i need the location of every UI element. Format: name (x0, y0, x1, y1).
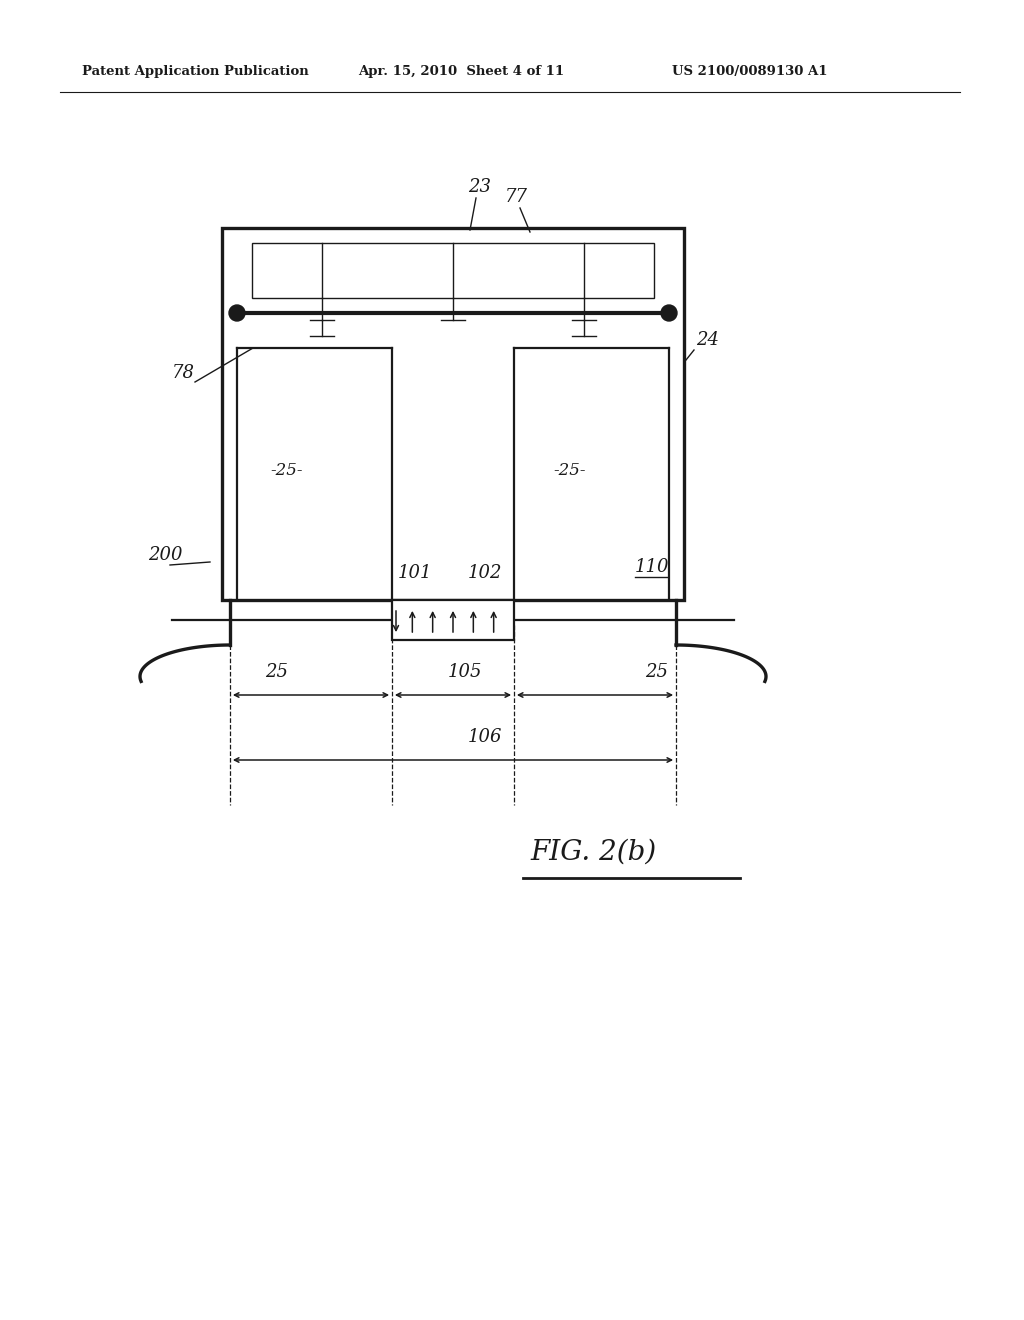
Text: 110: 110 (635, 558, 670, 576)
Bar (222, 228, 684, 601)
Bar (252, 243, 654, 298)
Circle shape (662, 305, 677, 321)
Bar (392, 601, 514, 640)
Text: FIG. 2(b): FIG. 2(b) (530, 840, 656, 866)
Text: 200: 200 (148, 546, 182, 564)
Text: 106: 106 (468, 729, 503, 746)
Text: -25-: -25- (553, 462, 586, 479)
Text: 24: 24 (696, 331, 719, 348)
Text: Apr. 15, 2010  Sheet 4 of 11: Apr. 15, 2010 Sheet 4 of 11 (358, 66, 564, 78)
Text: -25-: -25- (270, 462, 302, 479)
Text: 25: 25 (645, 663, 668, 681)
Text: 23: 23 (468, 178, 490, 195)
Circle shape (229, 305, 245, 321)
Text: 77: 77 (505, 187, 528, 206)
Text: Patent Application Publication: Patent Application Publication (82, 66, 309, 78)
Text: 101: 101 (398, 564, 432, 582)
Text: 102: 102 (468, 564, 503, 582)
Text: 105: 105 (449, 663, 482, 681)
Text: 25: 25 (265, 663, 288, 681)
Text: 78: 78 (172, 364, 195, 381)
Text: US 2100/0089130 A1: US 2100/0089130 A1 (672, 66, 827, 78)
